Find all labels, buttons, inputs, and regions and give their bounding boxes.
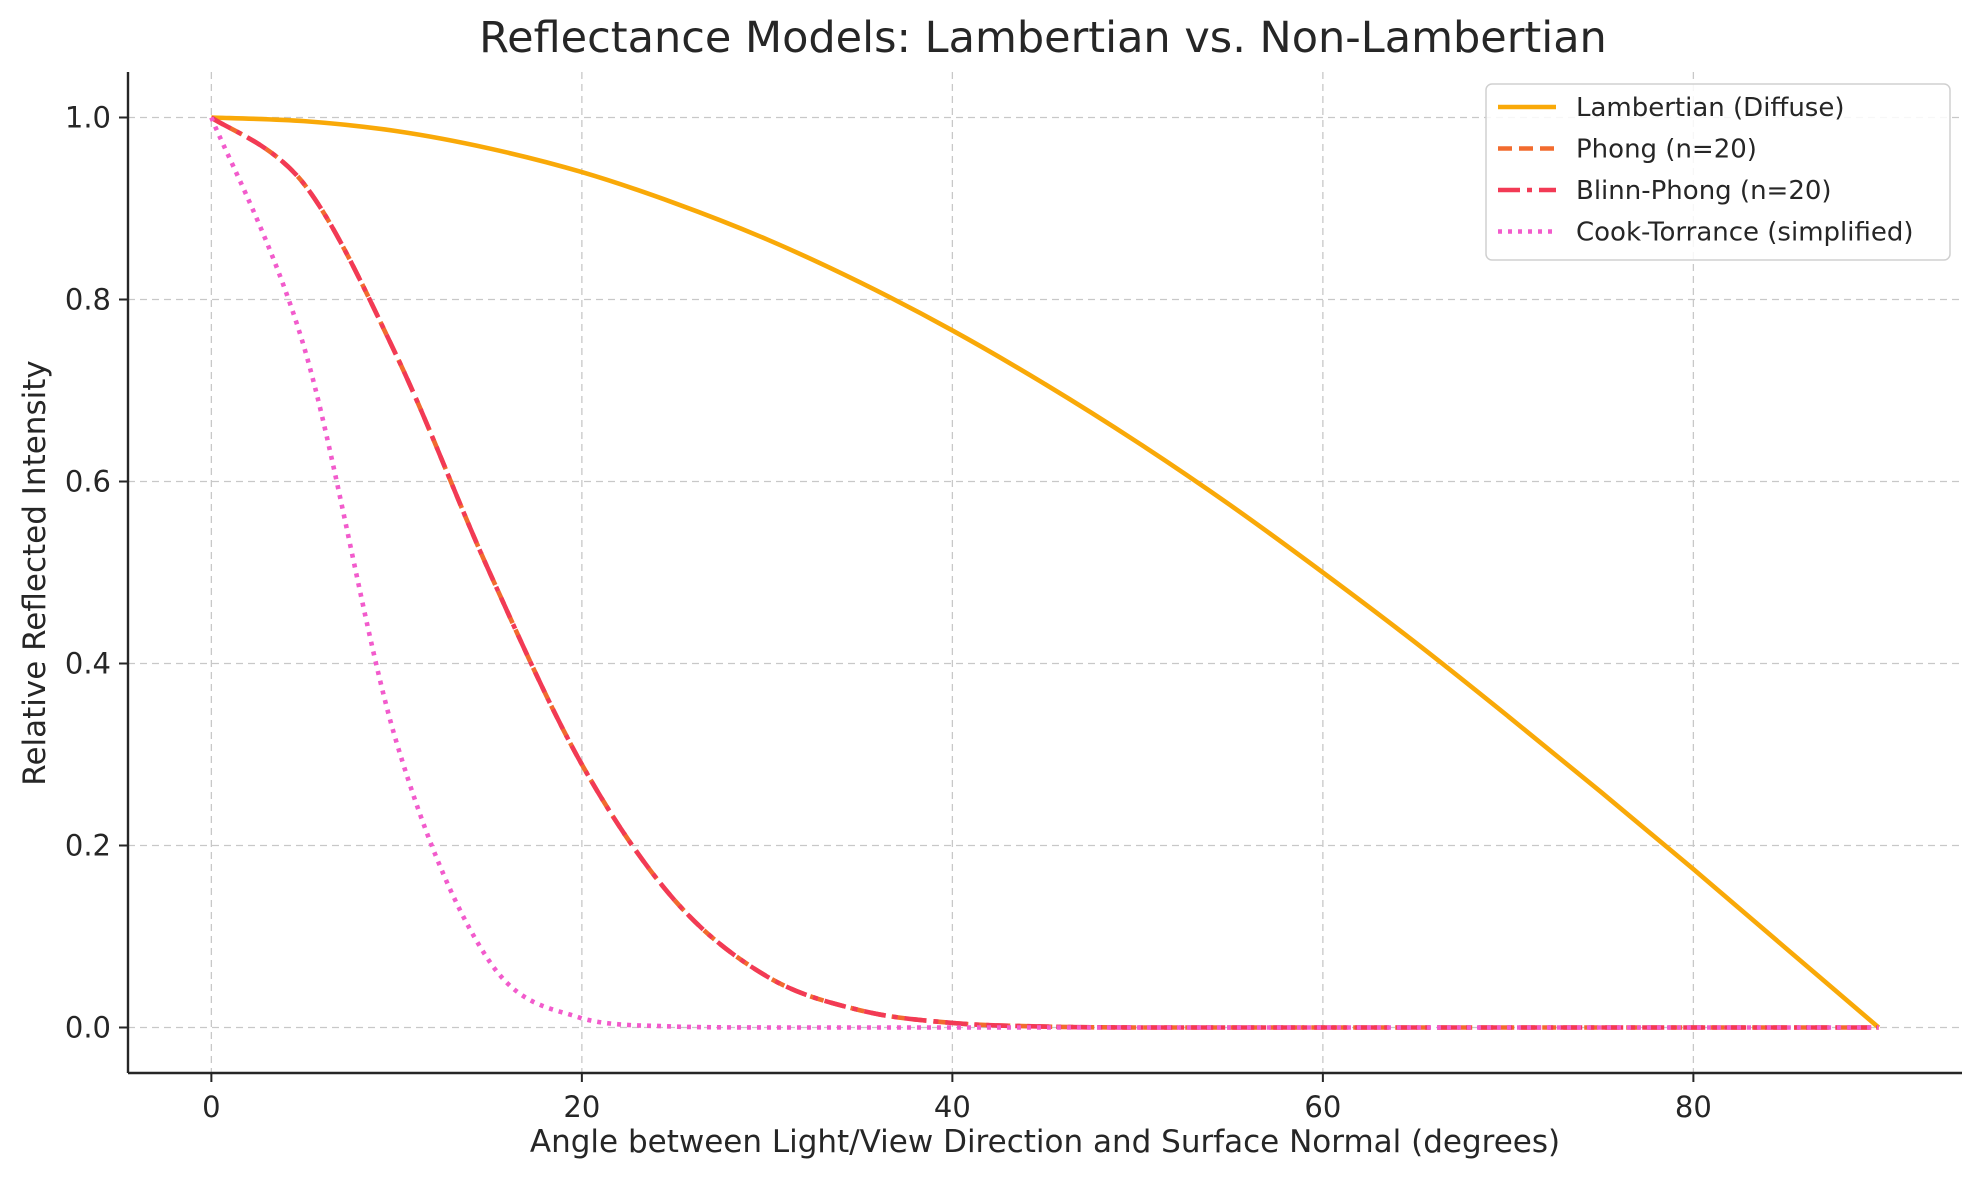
x-tick-label: 80 [1675, 1090, 1712, 1124]
legend-label: Phong (n=20) [1576, 135, 1757, 165]
y-tick-label: 0.2 [65, 829, 111, 863]
x-tick-label: 40 [934, 1090, 971, 1124]
plot-series [209, 115, 1881, 1030]
x-tick-label: 60 [1304, 1090, 1341, 1124]
x-axis-label: Angle between Light/View Direction and S… [530, 1124, 1560, 1160]
ticks: 0 20 40 60 80 0.0 0.2 0.4 0.6 0.8 1.0 [65, 101, 1712, 1125]
y-tick-label: 0.4 [65, 647, 111, 681]
x-tick-label: 20 [563, 1090, 600, 1124]
legend-label: Blinn-Phong (n=20) [1576, 176, 1832, 206]
series-line-3 [209, 116, 1879, 1030]
axes [126, 72, 1962, 1075]
legend: Lambertian (Diffuse) Phong (n=20) Blinn-Ph… [1485, 83, 1951, 261]
y-tick-label: 1.0 [65, 101, 111, 135]
y-tick-label: 0.6 [65, 465, 111, 499]
series-line-2 [210, 115, 1879, 1030]
legend-label: Cook-Torrance (simplified) [1576, 218, 1914, 248]
y-tick-label: 0.8 [65, 283, 111, 317]
x-tick-label: 0 [202, 1090, 220, 1124]
y-axis-label: Relative Reflected Intensity [17, 360, 53, 785]
series-line-0 [211, 115, 1881, 1030]
legend-frame [1485, 83, 1951, 261]
chart-title: Reflectance Models: Lambertian vs. Non-L… [479, 13, 1607, 63]
y-tick-label: 0.0 [65, 1011, 111, 1045]
legend-label: Lambertian (Diffuse) [1576, 93, 1845, 123]
